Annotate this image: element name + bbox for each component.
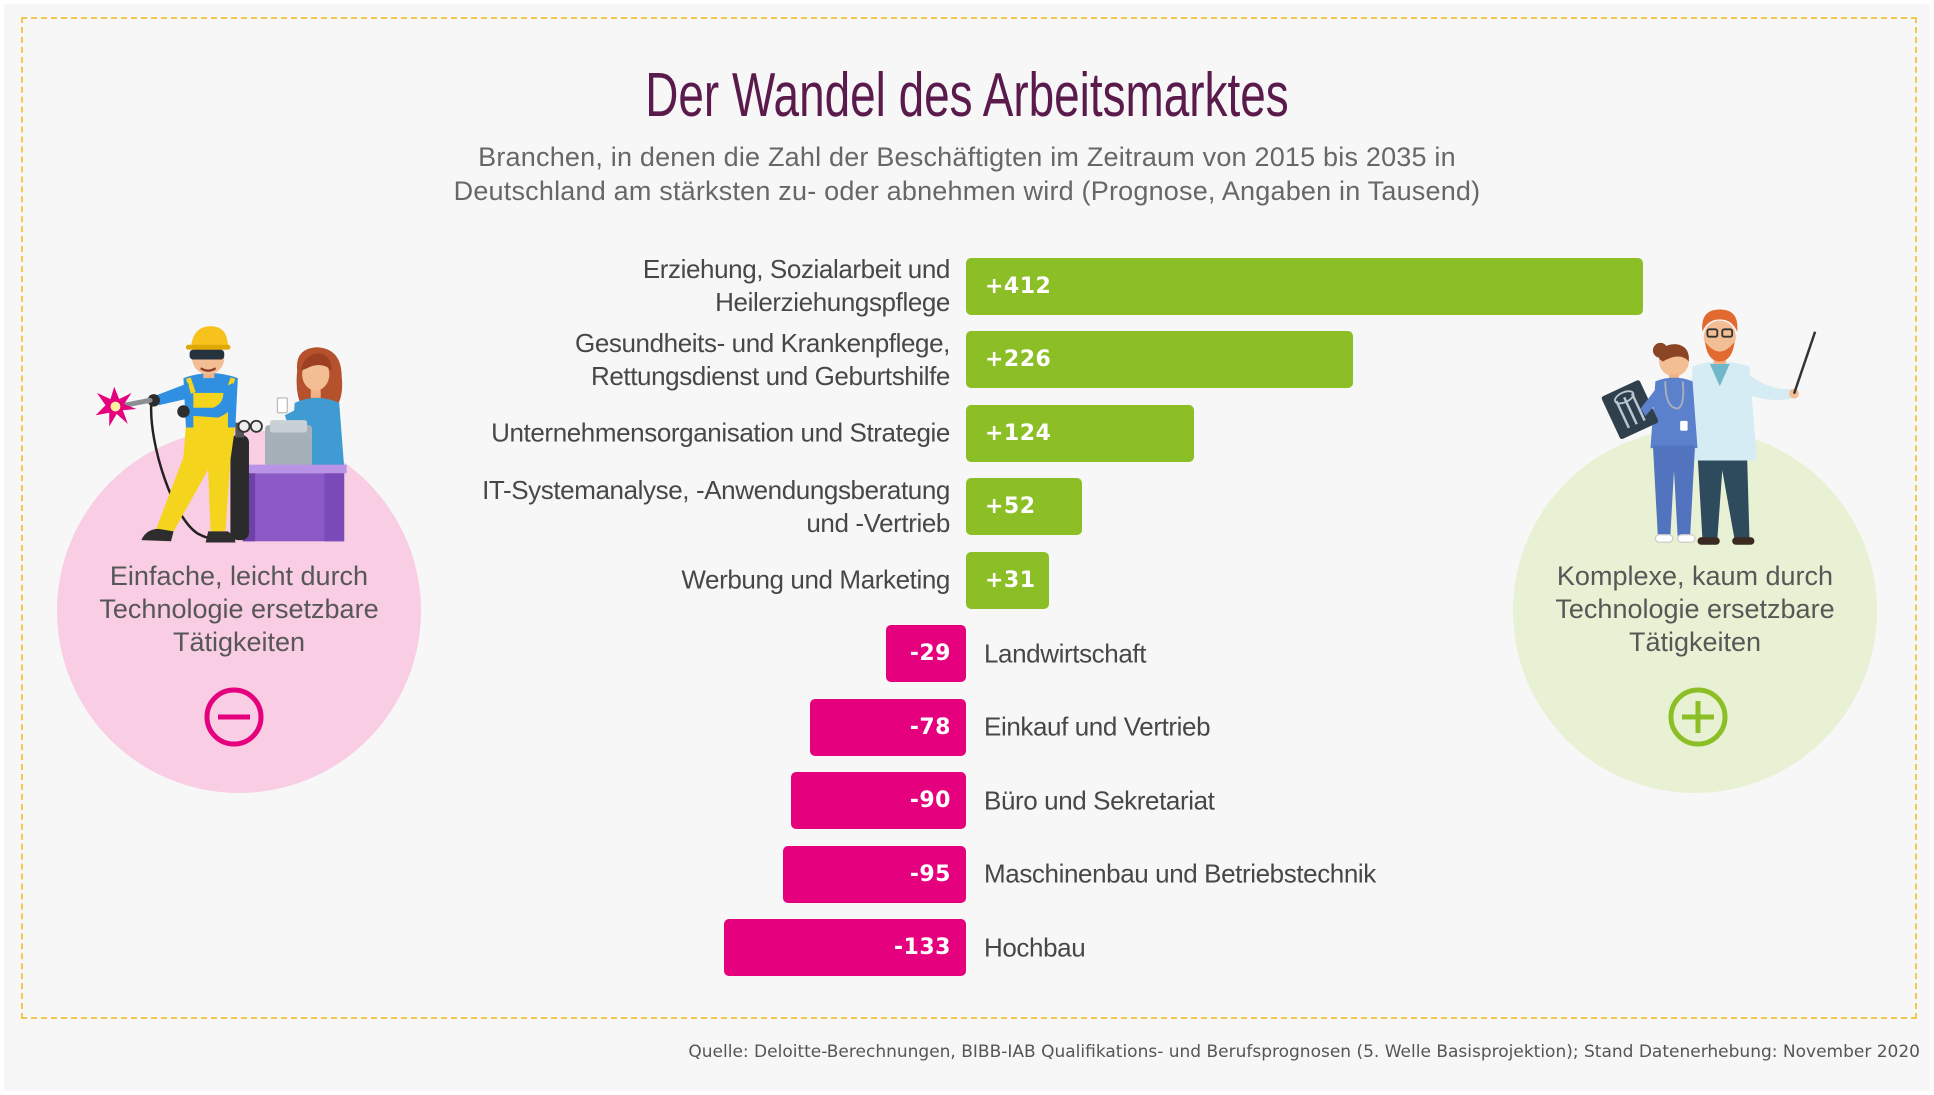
data-label: -133 [893, 935, 951, 960]
chart-bar: -78 [809, 698, 966, 756]
minus-circle-icon [204, 687, 264, 747]
category-label: Unternehmensorganisation und Strategie [491, 417, 950, 448]
dashed-frame [21, 17, 1917, 1019]
gas-cylinder-icon [230, 419, 263, 541]
data-label: +226 [985, 347, 1052, 372]
chart-bar: +226 [966, 331, 1353, 388]
right-panel-text: Komplexe, kaum durch Technologie ersetzb… [1555, 561, 1835, 657]
category-label: Werbung und Marketing [681, 564, 950, 595]
data-label: +124 [985, 420, 1052, 446]
chart-bar: -95 [783, 845, 966, 903]
welder-figure [121, 326, 238, 543]
data-label: -29 [909, 641, 951, 666]
data-label: -95 [909, 861, 951, 887]
male-doctor-figure [1687, 309, 1817, 545]
chart-bar: +31 [966, 551, 1049, 609]
data-label: +412 [985, 273, 1052, 299]
chart-bar: -90 [791, 772, 966, 829]
data-label: +52 [985, 494, 1036, 519]
left-panel-text: Einfache, leicht durch Technologie erset… [99, 561, 379, 657]
category-label: Maschinenbau und Betriebstechnik [984, 858, 1376, 889]
chart-bar: -133 [724, 919, 966, 976]
category-label: Erziehung, Sozialarbeit und Heilerziehun… [642, 254, 951, 317]
source-note: Quelle: Deloitte-Berechnungen, BIBB-IAB … [688, 1042, 1920, 1062]
category-label: IT-Systemanalyse, -Anwendungsberatung un… [482, 474, 950, 538]
data-label: +31 [985, 567, 1036, 593]
category-label: Landwirtschaft [984, 638, 1147, 668]
female-doctor-figure [1601, 342, 1698, 543]
chart-subtitle: Branchen, in denen die Zahl der Beschäft… [453, 142, 1481, 206]
data-label: -90 [909, 788, 951, 813]
chart-bar: +52 [966, 478, 1082, 535]
category-label: Gesundheits- und Krankenpflege, Rettungs… [575, 327, 950, 391]
xray-icon [1601, 380, 1659, 440]
desk-icon [237, 464, 347, 542]
right-panel-circle: Komplexe, kaum durch Technologie ersetzb… [1513, 429, 1877, 793]
cash-register-icon [265, 420, 313, 468]
welder-and-clerk-illustration [95, 326, 347, 543]
data-label: -78 [909, 714, 951, 740]
chart-bar: +412 [966, 257, 1643, 315]
doctors-illustration [1601, 309, 1817, 545]
chart-bar: -29 [886, 625, 966, 682]
category-label: Einkauf und Vertrieb [984, 711, 1211, 742]
category-label: Hochbau [984, 932, 1086, 962]
chart-title: Der Wandel des Arbeitsmarktes [645, 61, 1289, 130]
spark-icon [95, 386, 137, 427]
category-label: Büro und Sekretariat [984, 785, 1215, 815]
plus-circle-icon [1668, 687, 1728, 747]
chart-bar: +124 [966, 404, 1194, 462]
